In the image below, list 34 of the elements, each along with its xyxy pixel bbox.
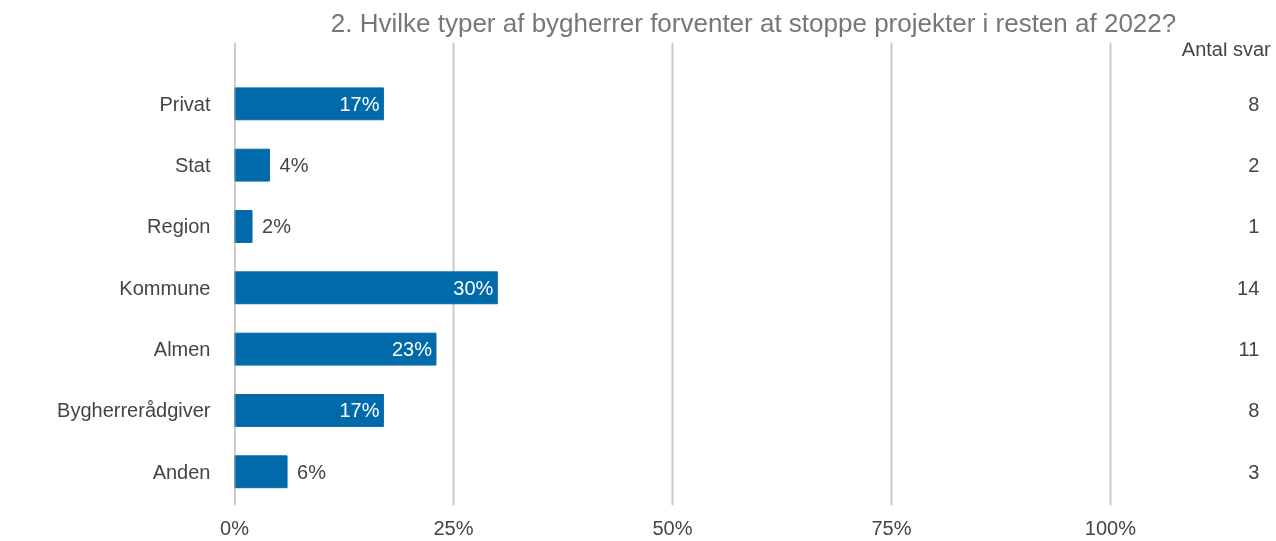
y-tick-label: Kommune xyxy=(119,276,211,299)
data-label: 17% xyxy=(339,399,380,422)
y-tick-label: Stat xyxy=(174,154,211,177)
bar xyxy=(234,210,253,243)
bar xyxy=(234,271,498,305)
x-tick-label: 0% xyxy=(220,516,250,539)
chart-title: 2. Hvilke typer af bygherrer forventer at stoppe projekter i resten af 2022? xyxy=(330,7,1177,38)
y-tick-label: Anden xyxy=(152,460,211,483)
x-tick-label: 75% xyxy=(871,516,912,539)
bar xyxy=(234,148,271,182)
data-label: 30% xyxy=(453,276,494,299)
x-tick-label: 50% xyxy=(652,516,693,539)
text: 8 xyxy=(1248,399,1260,422)
y-tick-label: Bygherrerådgiver xyxy=(57,399,211,422)
text: 11 xyxy=(1238,338,1260,361)
y-tick-label: Privat xyxy=(159,92,211,115)
x-tick-label: 100% xyxy=(1084,516,1137,539)
y-tick-label: Almen xyxy=(153,338,211,361)
bar xyxy=(234,87,384,121)
data-label: 4% xyxy=(279,154,309,177)
data-label: 23% xyxy=(391,338,433,361)
text: 3 xyxy=(1248,460,1260,483)
bar xyxy=(234,394,384,427)
bar xyxy=(234,455,288,489)
text: 8 xyxy=(1248,92,1260,115)
x-tick-label: 25% xyxy=(433,516,474,539)
data-label: 17% xyxy=(339,92,380,115)
text: 1 xyxy=(1248,215,1260,238)
bar xyxy=(234,332,437,366)
text: 2 xyxy=(1248,154,1260,177)
data-label: 6% xyxy=(297,460,327,483)
text: 14 xyxy=(1237,276,1260,299)
data-label: 2% xyxy=(262,215,292,238)
y-tick-label: Region xyxy=(147,215,211,238)
